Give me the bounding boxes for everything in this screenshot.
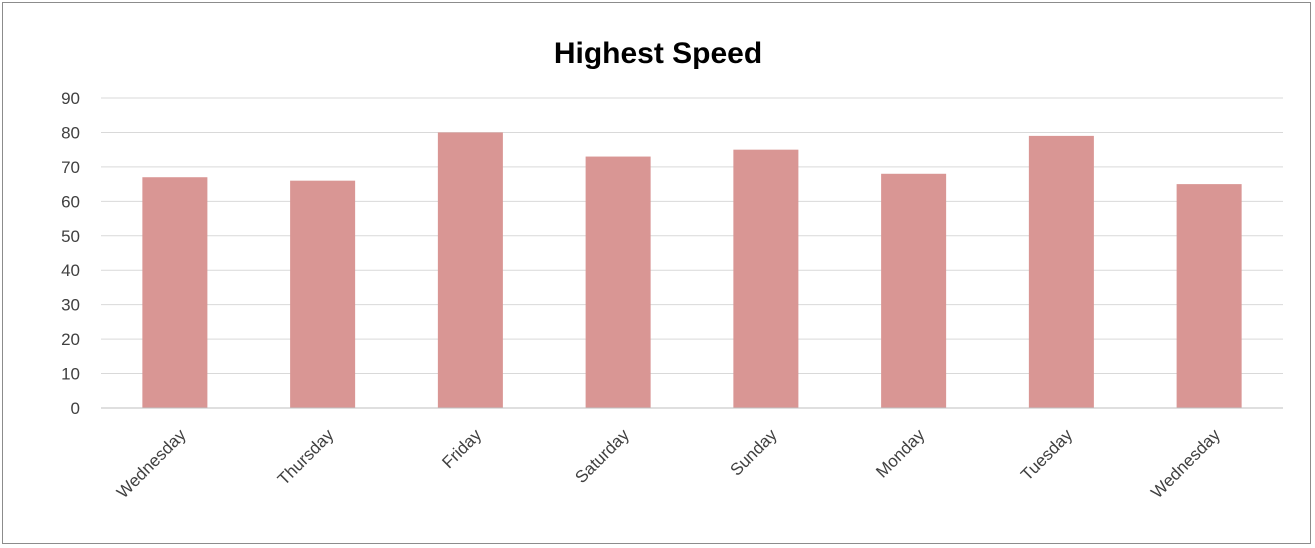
bar — [1028, 135, 1094, 408]
chart-title: Highest Speed — [554, 37, 762, 70]
y-tick-label: 30 — [61, 296, 80, 315]
y-tick-label: 90 — [61, 89, 80, 108]
y-tick-label: 40 — [61, 261, 80, 280]
bar — [290, 180, 356, 408]
x-tick-label: Sunday — [726, 425, 781, 480]
bar — [733, 149, 799, 408]
x-tick-label: Thursday — [274, 425, 338, 489]
gridlines — [101, 97, 1283, 375]
y-tick-label: 70 — [61, 158, 80, 177]
bar — [437, 132, 503, 408]
bar — [142, 177, 208, 408]
x-tick-label: Tuesday — [1017, 425, 1076, 484]
bars — [142, 132, 1242, 408]
x-axis-ticks: Wednesday Thursday Friday Saturday Sunday Mon… — [113, 425, 1224, 502]
bar — [585, 156, 651, 408]
y-tick-label: 20 — [61, 330, 80, 349]
y-tick-label: 10 — [61, 365, 80, 384]
x-tick-label: Wednesday — [1147, 425, 1224, 502]
y-tick-label: 50 — [61, 227, 80, 246]
y-tick-label: 60 — [61, 192, 80, 211]
y-axis-ticks: 0 10 20 30 40 50 60 70 80 90 — [61, 89, 80, 418]
y-tick-label: 80 — [61, 123, 80, 142]
bar — [881, 173, 947, 408]
y-tick-label: 0 — [71, 399, 80, 418]
x-tick-label: Wednesday — [113, 425, 190, 502]
x-tick-label: Monday — [872, 425, 929, 482]
x-tick-label: Saturday — [571, 425, 633, 487]
bar — [1176, 184, 1242, 408]
x-tick-label: Friday — [438, 425, 485, 472]
